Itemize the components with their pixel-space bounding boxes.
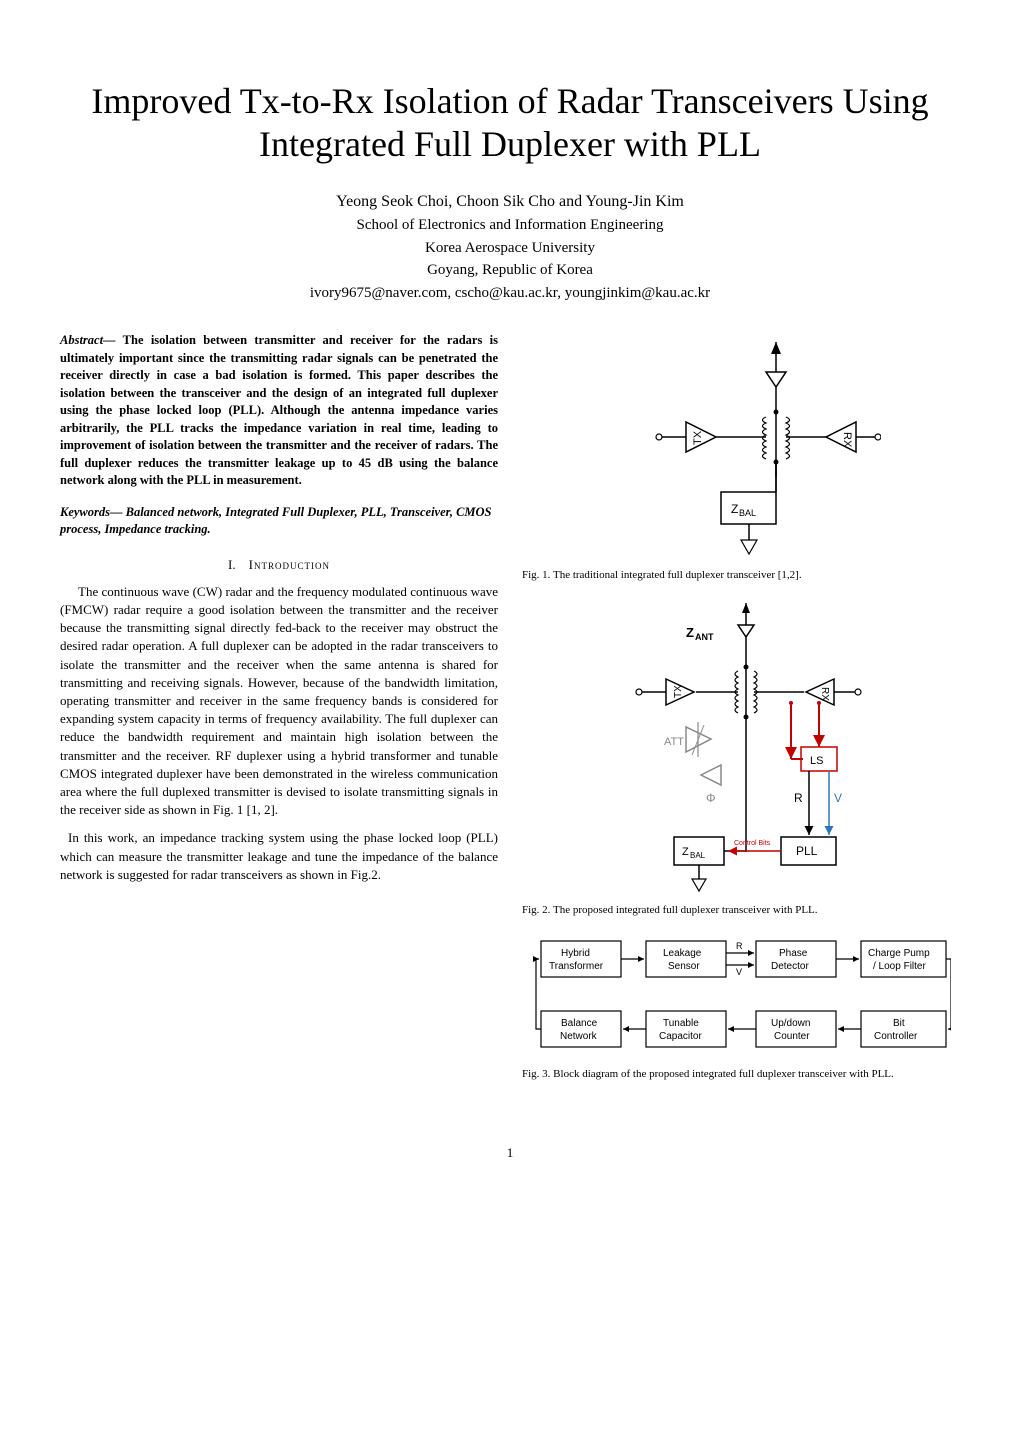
svg-text:Z: Z <box>731 502 738 516</box>
svg-text:Capacitor: Capacitor <box>659 1031 702 1042</box>
svg-text:R: R <box>736 941 743 951</box>
figure-2-diagram: ZANT TX RX <box>586 597 896 897</box>
svg-text:Detector: Detector <box>771 961 809 972</box>
authors-block: Yeong Seok Choi, Choon Sik Cho and Young… <box>60 190 960 304</box>
svg-text:Network: Network <box>560 1031 598 1042</box>
svg-text:ANT: ANT <box>695 632 714 642</box>
svg-text:Up/down: Up/down <box>771 1018 810 1029</box>
affiliation-line-2: Korea Aerospace University <box>60 237 960 260</box>
svg-text:Controller: Controller <box>874 1031 918 1042</box>
page-number: 1 <box>60 1145 960 1161</box>
svg-text:TX: TX <box>692 431 704 446</box>
svg-text:ATT: ATT <box>664 736 684 748</box>
svg-text:Transformer: Transformer <box>549 961 604 972</box>
section-1-number: I. <box>228 557 236 572</box>
svg-text:V: V <box>834 791 842 805</box>
svg-text:/ Loop Filter: / Loop Filter <box>873 961 926 972</box>
svg-text:LS: LS <box>810 755 823 767</box>
abstract: Abstract— The isolation between transmit… <box>60 332 498 490</box>
keywords-label: Keywords— <box>60 505 123 519</box>
svg-text:RX: RX <box>819 687 830 701</box>
svg-text:Counter: Counter <box>774 1031 810 1042</box>
figure-3: Hybrid Transformer Leakage Sensor Phase … <box>522 931 960 1081</box>
svg-text:Z: Z <box>682 846 689 858</box>
right-column: TX RX ZBAL <box>522 332 960 1095</box>
svg-text:PLL: PLL <box>796 844 818 858</box>
figure-1: TX RX ZBAL <box>522 332 960 582</box>
figure-2-caption: Fig. 2. The proposed integrated full dup… <box>522 903 960 917</box>
svg-text:BAL: BAL <box>739 508 756 518</box>
abstract-text: The isolation between transmitter and re… <box>60 333 498 487</box>
svg-text:Charge Pump: Charge Pump <box>868 948 930 959</box>
svg-text:RX: RX <box>841 432 853 448</box>
svg-text:Tunable: Tunable <box>663 1018 699 1029</box>
emails: ivory9675@naver.com, cscho@kau.ac.kr, yo… <box>60 282 960 305</box>
figure-3-caption: Fig. 3. Block diagram of the proposed in… <box>522 1067 960 1081</box>
paragraph-2: In this work, an impedance tracking syst… <box>60 829 498 884</box>
section-1-title: Introduction <box>249 557 330 572</box>
svg-text:Φ: Φ <box>706 791 716 805</box>
figure-1-caption: Fig. 1. The traditional integrated full … <box>522 568 960 582</box>
affiliation-line-3: Goyang, Republic of Korea <box>60 259 960 282</box>
figure-2: ZANT TX RX <box>522 597 960 917</box>
svg-text:Balance: Balance <box>561 1018 598 1029</box>
paragraph-1: The continuous wave (CW) radar and the f… <box>60 583 498 819</box>
svg-text:Control Bits: Control Bits <box>734 840 771 847</box>
keywords-text: Balanced network, Integrated Full Duplex… <box>60 505 492 537</box>
keywords: Keywords— Balanced network, Integrated F… <box>60 504 498 539</box>
svg-text:V: V <box>736 967 742 977</box>
affiliation-line-1: School of Electronics and Information En… <box>60 214 960 237</box>
svg-text:Hybrid: Hybrid <box>561 948 590 959</box>
svg-text:BAL: BAL <box>690 851 706 860</box>
svg-text:Sensor: Sensor <box>668 961 700 972</box>
paper-title: Improved Tx-to-Rx Isolation of Radar Tra… <box>60 80 960 166</box>
svg-text:Leakage: Leakage <box>663 948 702 959</box>
two-column-content: Abstract— The isolation between transmit… <box>60 332 960 1095</box>
svg-text:Bit: Bit <box>893 1018 905 1029</box>
svg-text:R: R <box>794 791 803 805</box>
svg-text:Phase: Phase <box>779 948 808 959</box>
section-1-heading: I. Introduction <box>60 557 498 573</box>
left-column: Abstract— The isolation between transmit… <box>60 332 498 1095</box>
figure-1-diagram: TX RX ZBAL <box>601 332 881 562</box>
figure-3-diagram: Hybrid Transformer Leakage Sensor Phase … <box>531 931 951 1061</box>
authors: Yeong Seok Choi, Choon Sik Cho and Young… <box>60 190 960 214</box>
svg-text:Z: Z <box>686 625 694 640</box>
abstract-label: Abstract— <box>60 333 116 347</box>
svg-text:TX: TX <box>673 685 684 698</box>
